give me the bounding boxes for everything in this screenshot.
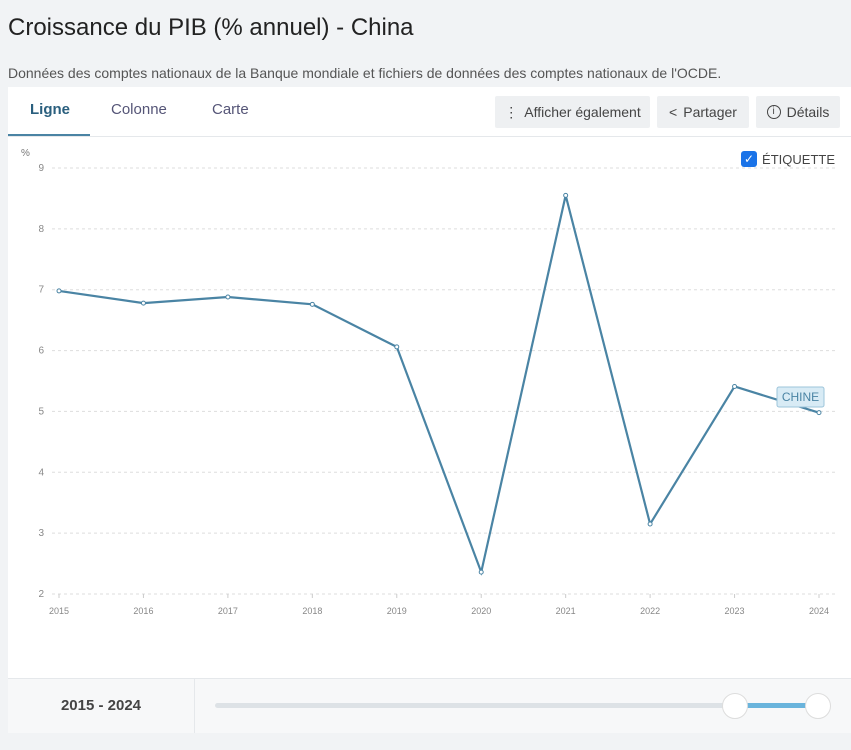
x-tick-label: 2019 — [387, 606, 407, 616]
y-tick-label: 4 — [38, 467, 44, 478]
share-button[interactable]: < Partager — [657, 96, 749, 128]
line-chart: % 2 3 4 5 6 7 8 9 2015 2016 2017 2018 2019 2020 2021 202… — [21, 148, 835, 616]
x-tick-label: 2017 — [218, 606, 238, 616]
info-icon: i — [766, 105, 781, 119]
y-tick-label: 3 — [38, 528, 44, 539]
y-tick-label: 9 — [38, 163, 44, 174]
data-point — [732, 383, 738, 389]
data-point — [394, 344, 400, 350]
y-tick-label: 7 — [38, 285, 44, 296]
x-tick-label: 2022 — [640, 606, 660, 616]
more-vertical-icon: ⋮ — [504, 103, 519, 120]
x-tick-label: 2016 — [133, 606, 153, 616]
range-footer: 2015 - 2024 — [8, 678, 851, 733]
slider-end-handle[interactable] — [805, 693, 831, 719]
data-point — [309, 301, 315, 307]
tab-colonne[interactable]: Colonne — [111, 101, 167, 118]
y-tick-label: 5 — [38, 406, 44, 417]
x-tick-label: 2021 — [556, 606, 576, 616]
series-label-box — [776, 386, 825, 408]
slider-start-handle[interactable] — [722, 693, 748, 719]
y-tick-label: 6 — [38, 346, 44, 357]
data-point — [647, 521, 653, 527]
page-subtitle: Données des comptes nationaux de la Banq… — [8, 65, 722, 81]
slider-track[interactable] — [215, 703, 815, 708]
label-toggle[interactable]: ✓ ÉTIQUETTE — [741, 151, 835, 167]
x-tick-label: 2023 — [725, 606, 745, 616]
data-point — [140, 300, 146, 306]
series-line — [58, 195, 820, 576]
share-icon: < — [669, 104, 678, 120]
x-tick-label: 2024 — [809, 606, 829, 616]
y-tick-label: 2 — [38, 589, 44, 600]
x-tick-label: 2018 — [302, 606, 322, 616]
details-button[interactable]: i Détails — [756, 96, 840, 128]
chart-panel: Ligne Colonne Carte ⋮ Afficher également … — [8, 87, 851, 678]
data-point — [478, 569, 484, 575]
data-point — [225, 294, 231, 300]
active-tab-indicator — [8, 134, 90, 137]
data-point — [816, 410, 822, 416]
checkbox-checked-icon[interactable]: ✓ — [741, 151, 758, 167]
y-axis-label: % — [21, 148, 30, 159]
tab-ligne[interactable]: Ligne — [30, 101, 70, 118]
series-label: CHINE — [782, 390, 819, 404]
page-title: Croissance du PIB (% annuel) - China — [8, 14, 414, 41]
y-tick-label: 8 — [38, 224, 44, 235]
slider-selected-range — [735, 703, 818, 708]
data-point — [56, 288, 62, 294]
x-tick-label: 2015 — [49, 606, 69, 616]
x-tick-label: 2020 — [471, 606, 491, 616]
data-point — [563, 192, 569, 198]
show-also-button[interactable]: ⋮ Afficher également — [495, 96, 650, 128]
range-label: 2015 - 2024 — [8, 679, 195, 733]
tab-carte[interactable]: Carte — [212, 101, 249, 118]
